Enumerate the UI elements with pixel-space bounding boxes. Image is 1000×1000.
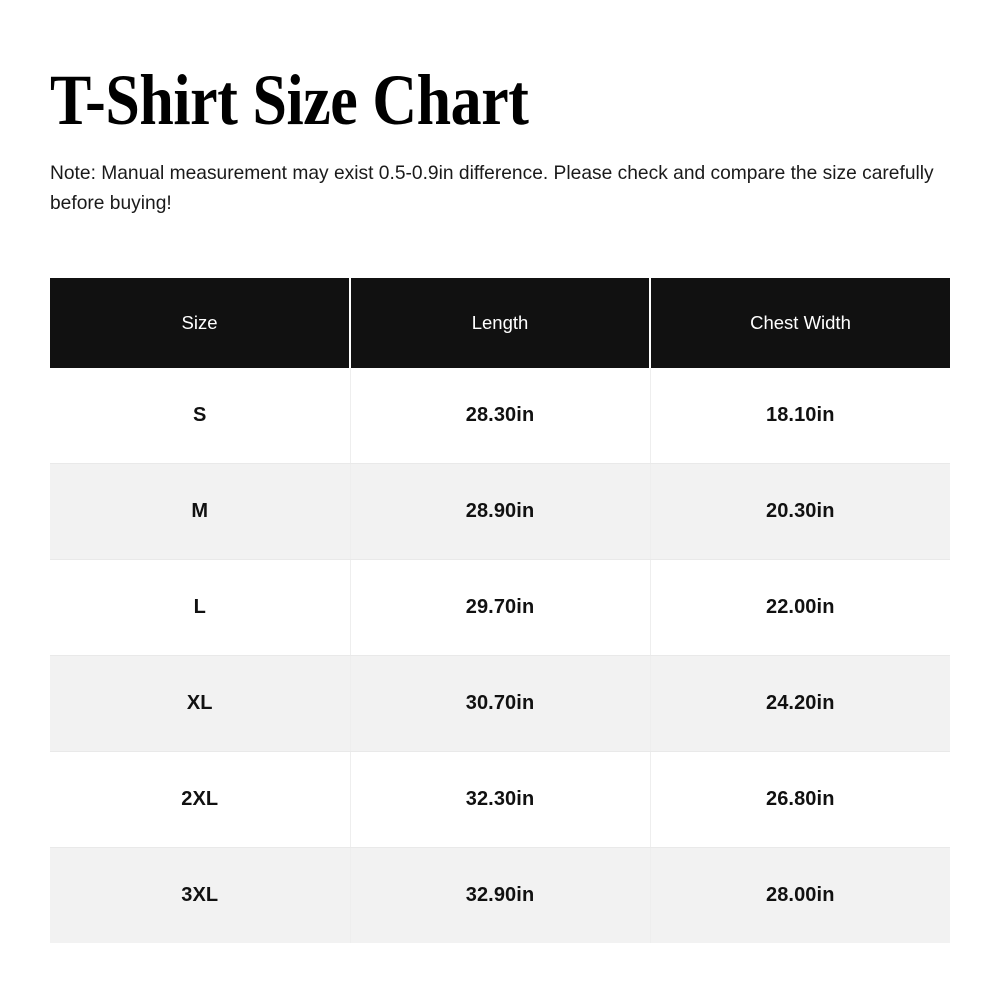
table-header-row: Size Length Chest Width [50,278,950,369]
table-row: S 28.30in 18.10in [50,368,950,465]
cell-size: M [50,463,350,561]
cell-chest-width: 22.00in [649,559,950,657]
column-header-length: Length [349,278,651,369]
cell-size: S [50,368,350,465]
measurement-note: Note: Manual measurement may exist 0.5-0… [50,162,934,215]
column-header-size: Size [50,278,351,369]
table-body: S 28.30in 18.10in M 28.90in 20.30in L 29… [50,368,950,944]
cell-length: 32.30in [349,751,650,849]
cell-size: L [50,559,350,657]
size-chart-table: Size Length Chest Width S 28.30in 18.10i… [50,278,950,944]
cell-chest-width: 24.20in [649,655,950,753]
page-title: T-Shirt Size Chart [50,60,529,140]
table-row: XL 30.70in 24.20in [50,655,950,753]
cell-chest-width: 18.10in [649,368,950,465]
cell-size: XL [50,655,350,753]
cell-length: 28.30in [349,368,650,465]
table-header: Size Length Chest Width [50,278,950,369]
table-row: L 29.70in 22.00in [50,559,950,657]
cell-size: 3XL [50,847,350,944]
column-header-chest-width: Chest Width [649,278,950,369]
table-row: 3XL 32.90in 28.00in [50,847,950,944]
cell-length: 29.70in [349,559,650,657]
cell-length: 32.90in [349,847,650,944]
cell-length: 28.90in [349,463,650,561]
cell-length: 30.70in [349,655,650,753]
cell-size: 2XL [50,751,350,849]
size-table-container: Size Length Chest Width S 28.30in 18.10i… [50,218,950,944]
cell-chest-width: 26.80in [649,751,950,849]
table-row: M 28.90in 20.30in [50,463,950,561]
cell-chest-width: 28.00in [649,847,950,944]
table-row: 2XL 32.30in 26.80in [50,751,950,849]
cell-chest-width: 20.30in [649,463,950,561]
